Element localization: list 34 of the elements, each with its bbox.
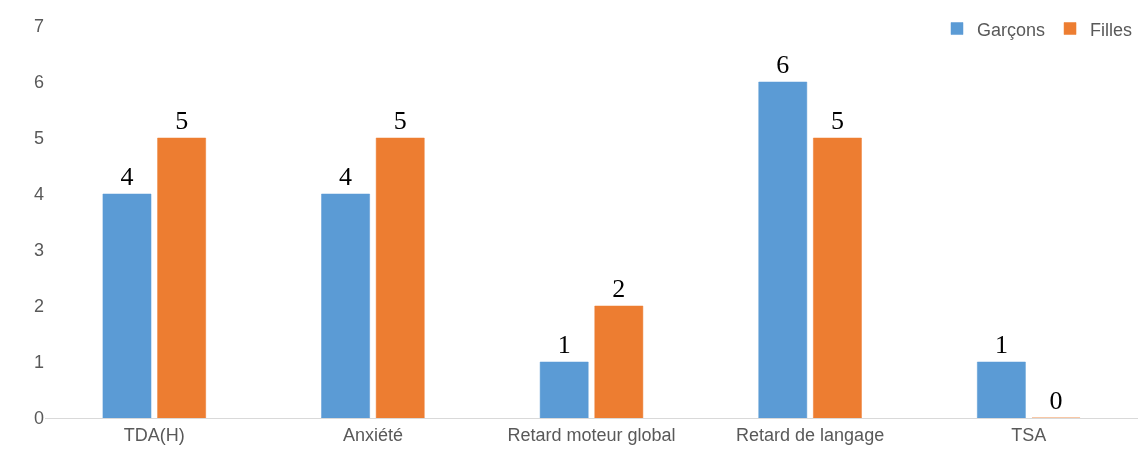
data-label: 5 — [830, 106, 844, 135]
bar — [594, 305, 644, 418]
y-tick-label: 5 — [33, 128, 44, 149]
legend-label: Filles — [1090, 19, 1133, 40]
data-label: 1 — [994, 330, 1008, 359]
data-label: 0 — [1049, 386, 1063, 415]
x-tick-label: Retard de langage — [736, 424, 885, 445]
data-label: 1 — [557, 330, 571, 359]
bar — [375, 137, 425, 418]
bar — [102, 193, 152, 418]
data-label: 4 — [339, 162, 353, 191]
x-tick-label: TSA — [1011, 424, 1047, 445]
data-label: 5 — [175, 106, 189, 135]
data-label: 4 — [120, 162, 134, 191]
bar — [813, 137, 862, 418]
y-tick-label: 7 — [33, 16, 44, 37]
y-tick-label: 6 — [33, 72, 44, 93]
y-tick-label: 2 — [33, 296, 44, 317]
x-tick-label: Anxiété — [342, 424, 403, 445]
x-tick-label: TDA(H) — [123, 424, 185, 445]
y-tick-label: 0 — [33, 408, 44, 429]
data-label: 6 — [776, 50, 790, 79]
data-label: 5 — [393, 106, 407, 135]
legend-label: Garçons — [977, 19, 1046, 40]
bar — [157, 137, 206, 418]
y-tick-label: 1 — [33, 352, 44, 373]
y-tick-label: 4 — [33, 184, 44, 205]
y-tick-label: 3 — [33, 240, 44, 261]
bar — [977, 361, 1026, 418]
x-tick-label: Retard moteur global — [507, 424, 676, 445]
bar — [758, 81, 808, 418]
bar — [539, 361, 589, 418]
data-label: 2 — [612, 274, 626, 303]
bar — [321, 193, 370, 418]
